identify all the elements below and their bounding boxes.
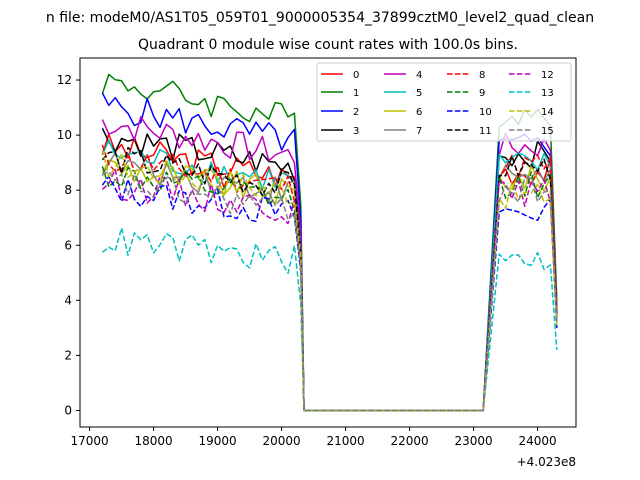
- y-axis-ticks: 0 2 4 6 8 10 12: [57, 73, 80, 417]
- series-line-15: [102, 170, 558, 412]
- series-line-14: [101, 149, 558, 412]
- legend-label-6: 6: [416, 107, 422, 118]
- legend-label-14: 14: [541, 107, 554, 118]
- y-tick-label: 4: [64, 293, 72, 307]
- y-tick-label: 6: [64, 238, 72, 252]
- x-tick-label: 23000: [455, 434, 493, 448]
- chart-title: Quadrant 0 module wise count rates with …: [138, 37, 518, 53]
- y-tick-label: 0: [64, 403, 72, 417]
- axes-frame: [79, 57, 577, 428]
- series-line-10: [101, 175, 558, 412]
- legend-label-9: 9: [479, 88, 485, 99]
- series-line-0: [101, 133, 558, 412]
- legend-label-8: 8: [479, 70, 485, 81]
- legend-label-2: 2: [353, 107, 359, 118]
- legend-label-11: 11: [479, 126, 492, 137]
- plot-area: 17000 18000 19000 20000 21000 22000 23000 24000…: [57, 57, 577, 469]
- x-tick-label: 21000: [327, 434, 365, 448]
- x-tick-label: 20000: [263, 434, 301, 448]
- legend-label-5: 5: [416, 88, 422, 99]
- legend-label-12: 12: [541, 70, 554, 81]
- legend-label-10: 10: [479, 107, 492, 118]
- x-tick-label: 22000: [391, 434, 429, 448]
- x-tick-label: 17000: [71, 434, 109, 448]
- series-line-11: [101, 146, 558, 412]
- x-axis-offset-label: +4.023e8: [517, 455, 576, 469]
- y-tick-label: 2: [64, 348, 72, 362]
- chart-suptitle: n file: modeM0/AS1T05_059T01_9000005354_…: [46, 10, 594, 26]
- series-line-12: [101, 168, 558, 412]
- legend-label-15: 15: [541, 126, 554, 137]
- x-tick-label: 19000: [199, 434, 237, 448]
- series-line-6: [101, 159, 558, 412]
- legend-label-4: 4: [416, 70, 422, 81]
- series-line-9: [101, 166, 558, 412]
- legend-label-3: 3: [353, 126, 359, 137]
- legend-label-13: 13: [541, 88, 554, 99]
- legend-label-7: 7: [416, 126, 422, 137]
- x-tick-label: 24000: [519, 434, 557, 448]
- y-tick-label: 8: [64, 183, 72, 197]
- x-tick-label: 18000: [135, 434, 173, 448]
- series-layer: [101, 73, 558, 412]
- legend-label-0: 0: [353, 70, 359, 81]
- series-line-4: [101, 116, 558, 412]
- y-tick-label: 12: [57, 73, 72, 87]
- legend-label-1: 1: [353, 88, 359, 99]
- y-tick-label: 10: [57, 128, 72, 142]
- series-line-8: [101, 144, 558, 412]
- legend-box: [316, 62, 572, 142]
- x-axis-ticks: 17000 18000 19000 20000 21000 22000 23000 24000: [71, 427, 557, 448]
